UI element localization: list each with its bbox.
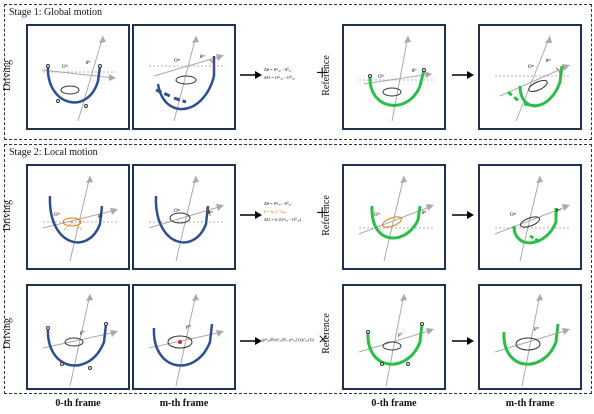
svg-text:O⁰: O⁰ — [62, 64, 68, 70]
arrow-s1-1 — [240, 71, 262, 79]
stage2-box — [4, 144, 592, 394]
hand-diagram-blue-moved: Oᵐ θᵐ — [149, 35, 224, 122]
svg-text:θ⁰: θ⁰ — [86, 60, 90, 66]
svg-text:θ⁰: θ⁰ — [98, 214, 102, 220]
svg-text:Oᵐ: Oᵐ — [174, 209, 181, 214]
svg-text:p⁰: p⁰ — [398, 332, 403, 338]
driving-label-row2: Driving — [2, 199, 14, 232]
hand-diagram-blue-local-moved: Oᵐ θᵐ — [148, 175, 224, 262]
arrow-s1-2 — [452, 71, 474, 79]
svg-text:O⁰: O⁰ — [378, 74, 384, 80]
panel-s3-reference-m: pᵐ — [478, 284, 582, 390]
panel-s3-driving-0: p⁰ — [26, 284, 130, 390]
arrow-s3-2 — [452, 337, 474, 345]
plus-s1: + — [316, 60, 329, 85]
hand-diagram-green-local-moved: Oᵐ θᵐ — [494, 175, 570, 262]
formula-s1: Δθ = θᵐ₂ₒ - θ⁰₂ₒ ΔO = Oᵐ₂ₒ - O⁰₂ₒ — [264, 66, 295, 82]
footer-framem-right: m-th frame — [505, 398, 555, 409]
panel-s2-reference-m: Oᵐ θᵐ — [478, 164, 582, 270]
hand-diagram-blue: O⁰ θ⁰ — [41, 35, 116, 122]
hand-diagram-blue-local: O⁰ θ⁰ — [42, 175, 118, 262]
svg-text:p⁰: p⁰ — [80, 330, 85, 336]
formula-s2: Δθ = θᵐₒᵥ - θ⁰ₒᵥ b = bᵣₑf / bₚᵣₑ ΔO = b·… — [264, 200, 301, 224]
panel-s3-reference-0: p⁰ — [342, 284, 446, 390]
driving-label-row1: Driving — [2, 59, 14, 92]
formula-s1-line1: Δθ = θᵐ₂ₒ - θ⁰₂ₒ — [264, 67, 292, 72]
formula-s2-line1: Δθ = θᵐₒᵥ - θ⁰ₒᵥ — [264, 201, 292, 206]
hand-diagram-blue-points-moved: pᵐ — [148, 293, 224, 387]
plus-s2: + — [316, 200, 329, 225]
driving-label-row3: Driving — [2, 317, 14, 350]
stage2-title: Stage 2: Local motion — [9, 147, 98, 158]
panel-s2-driving-0: O⁰ θ⁰ — [26, 164, 130, 270]
hand-diagram-green-points: p⁰ — [358, 293, 434, 387]
stage1-box — [4, 4, 592, 140]
panel-s2-driving-m: Oᵐ θᵐ — [132, 164, 236, 270]
svg-text:θᵐ: θᵐ — [546, 59, 551, 64]
formula-s2-line3: ΔO = b·(Oᵐₒᵥ - O⁰ₒᵥ) — [264, 217, 302, 222]
formula-s3: (pᵐ₀ₒ(0)/p⁰₀ₒ(0) , pᵐ₀ₒ(1)/p⁰₀ₒ(1)) — [262, 337, 314, 342]
svg-text:pᵐ: pᵐ — [186, 325, 192, 330]
arrow-s2-2 — [452, 211, 474, 219]
hand-diagram-green: O⁰ θ⁰ — [359, 35, 434, 122]
arrow-s3-1 — [240, 337, 262, 345]
panel-s1-reference-0: O⁰ θ⁰ — [342, 24, 446, 130]
hand-diagram-green-local: O⁰ θ⁰ — [358, 175, 434, 262]
panel-s1-driving-0: O⁰ θ⁰ — [26, 24, 130, 130]
svg-text:O⁰: O⁰ — [54, 212, 60, 218]
svg-text:Oᵐ: Oᵐ — [528, 65, 535, 70]
svg-text:θᵐ: θᵐ — [556, 209, 561, 214]
panel-s2-reference-0: O⁰ θ⁰ — [342, 164, 446, 270]
formula-s1-line2: ΔO = Oᵐ₂ₒ - O⁰₂ₒ — [264, 75, 295, 80]
svg-text:O⁰: O⁰ — [374, 212, 380, 218]
svg-text:θᵐ: θᵐ — [208, 211, 213, 216]
hand-diagram-blue-points: p⁰ — [42, 293, 118, 387]
hand-diagram-green-moved: Oᵐ θᵐ — [495, 35, 570, 122]
formula-s2-line2: b = bᵣₑf / bₚᵣₑ — [264, 209, 287, 214]
svg-text:θᵐ: θᵐ — [200, 55, 205, 60]
footer-framem-left: m-th frame — [159, 398, 209, 409]
svg-text:θ⁰: θ⁰ — [412, 68, 416, 74]
arrow-s2-1 — [240, 211, 262, 219]
panel-s3-driving-m: pᵐ — [132, 284, 236, 390]
svg-text:Oᵐ: Oᵐ — [510, 213, 517, 218]
svg-text:θ⁰: θ⁰ — [422, 210, 426, 216]
hand-diagram-green-points-moved: pᵐ — [494, 293, 570, 387]
times-s3: × — [318, 329, 329, 349]
svg-text:pᵐ: pᵐ — [534, 327, 540, 332]
stage1-title: Stage 1: Global motion — [9, 7, 103, 18]
footer-frame0-right: 0-th frame — [371, 398, 417, 409]
panel-s1-reference-m: Oᵐ θᵐ — [478, 24, 582, 130]
footer-frame0-left: 0-th frame — [55, 398, 101, 409]
panel-s1-driving-m: Oᵐ θᵐ — [132, 24, 236, 130]
svg-text:Oᵐ: Oᵐ — [174, 59, 181, 64]
